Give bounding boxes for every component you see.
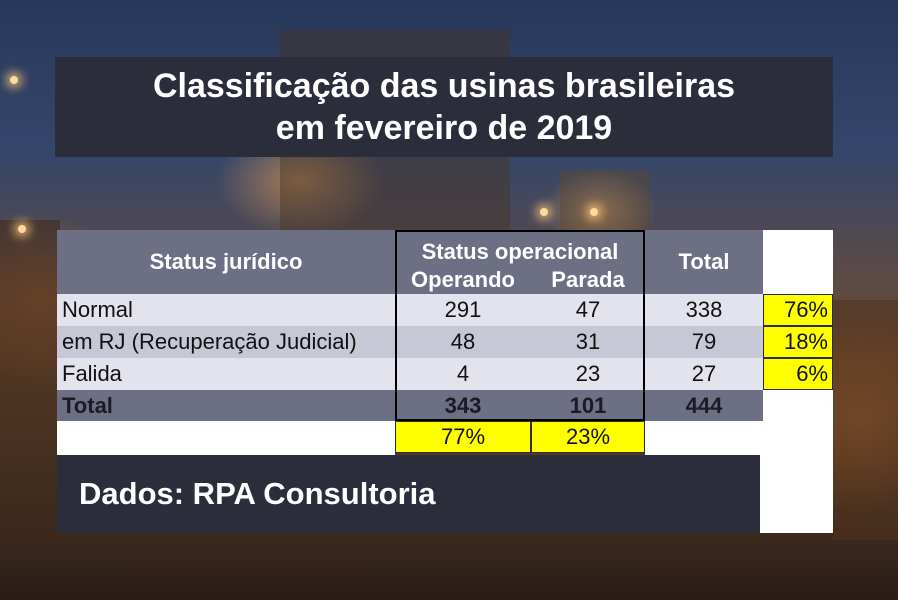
source-text: Dados: RPA Consultoria <box>79 476 436 511</box>
source-box: Dados: RPA Consultoria <box>57 455 760 533</box>
background-light <box>590 208 598 216</box>
cell-normal-parada: 47 <box>531 294 645 326</box>
cell-total-operando: 343 <box>395 390 531 421</box>
cell-total-parada: 101 <box>531 390 645 421</box>
header-total: Total <box>645 230 763 294</box>
cell-rj-total: 79 <box>645 326 763 358</box>
background-light <box>10 76 18 84</box>
cell-rj-parada: 31 <box>531 326 645 358</box>
cell-rj-pct: 18% <box>763 326 833 358</box>
cell-normal-operando: 291 <box>395 294 531 326</box>
cell-falida-total: 27 <box>645 358 763 390</box>
background-structure <box>0 220 60 540</box>
cell-normal-total: 338 <box>645 294 763 326</box>
source-blank <box>760 455 833 533</box>
title-box: Classificação das usinas brasileiras em … <box>55 57 833 157</box>
row-label-rj: em RJ (Recuperação Judicial) <box>57 326 395 358</box>
cell-pct-operando: 77% <box>395 421 531 453</box>
header-blank <box>763 230 833 294</box>
header-status-juridico: Status jurídico <box>57 230 395 294</box>
cell-falida-pct: 6% <box>763 358 833 390</box>
row-label-falida: Falida <box>57 358 395 390</box>
row-label-total: Total <box>57 390 395 421</box>
background-structure <box>833 300 898 540</box>
background-structure <box>560 170 650 230</box>
header-operando: Operando <box>395 265 531 294</box>
header-parada: Parada <box>531 265 645 294</box>
background-light <box>540 208 548 216</box>
pct-row-blank-right <box>645 421 833 455</box>
title-line-2: em fevereiro de 2019 <box>275 109 613 147</box>
total-row-blank <box>763 390 833 421</box>
classification-table: Status jurídico Status operacional Opera… <box>57 230 833 455</box>
cell-pct-parada: 23% <box>531 421 645 453</box>
cell-rj-operando: 48 <box>395 326 531 358</box>
cell-falida-operando: 4 <box>395 358 531 390</box>
row-label-normal: Normal <box>57 294 395 326</box>
header-status-operacional: Status operacional <box>395 230 645 265</box>
title-line-1: Classificação das usinas brasileiras <box>152 67 736 105</box>
cell-total-total: 444 <box>645 390 763 421</box>
background-light <box>18 225 26 233</box>
cell-normal-pct: 76% <box>763 294 833 326</box>
pct-row-blank-left <box>57 421 395 455</box>
cell-falida-parada: 23 <box>531 358 645 390</box>
